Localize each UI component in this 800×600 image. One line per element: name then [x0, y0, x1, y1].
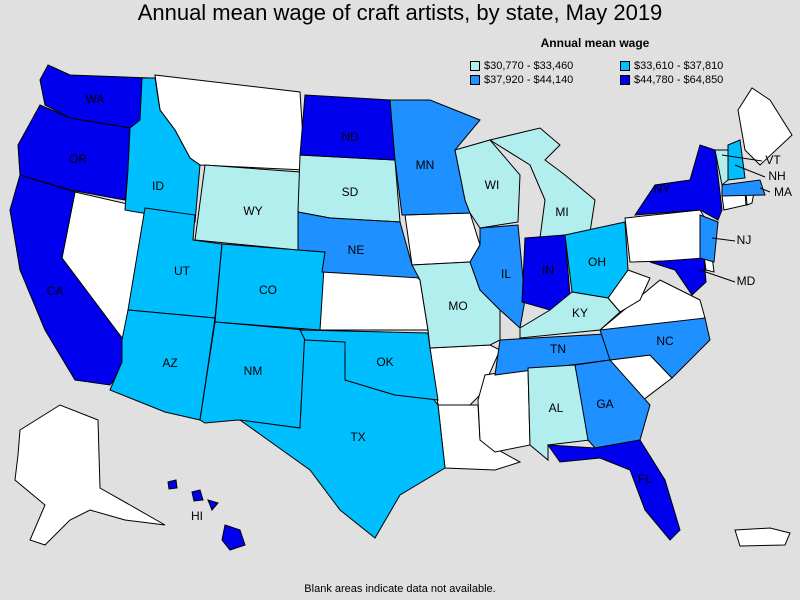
legend-swatch — [470, 61, 480, 71]
map-title: Annual mean wage of craft artists, by st… — [137, 0, 663, 25]
state-il — [469, 224, 526, 329]
state-label-mi: MI — [555, 205, 568, 219]
state-or — [17, 104, 131, 201]
state-label-ny: NY — [654, 182, 671, 196]
state-ny — [634, 144, 723, 221]
state-label-co: CO — [259, 283, 277, 297]
state-ky — [519, 291, 621, 339]
state-label-ky: KY — [572, 306, 588, 320]
legend-swatch — [620, 61, 630, 71]
legend-item: $33,610 - $37,810 — [620, 60, 770, 72]
state-label-az: AZ — [162, 356, 177, 370]
state-label-al: AL — [549, 401, 564, 415]
state-label-md: MD — [737, 274, 756, 288]
state-ca — [9, 174, 131, 386]
state-label-ut: UT — [174, 264, 191, 278]
state-ma — [721, 179, 766, 197]
legend: Annual mean wage $30,770 - $33,460 $33,6… — [470, 36, 723, 86]
state-ms — [477, 367, 531, 453]
state-label-vt: VT — [765, 153, 781, 167]
state-label-ok: OK — [376, 355, 393, 369]
state-label-tn: TN — [550, 342, 566, 356]
state-pa — [624, 209, 713, 263]
legend-item: $37,920 - $44,140 — [470, 74, 620, 86]
state-mi — [488, 127, 596, 239]
state-hi — [167, 479, 246, 551]
state-label-or: OR — [69, 152, 87, 166]
state-oh — [564, 221, 629, 299]
state-label-wa: WA — [86, 92, 105, 106]
state-ak — [14, 404, 166, 546]
state-label-nd: ND — [341, 130, 359, 144]
state-ks — [319, 269, 429, 331]
state-az — [109, 309, 216, 421]
state-me — [737, 87, 793, 166]
state-nd — [299, 94, 396, 161]
state-label-nc: NC — [656, 334, 674, 348]
legend-label: $44,780 - $64,850 — [634, 74, 724, 86]
legend-label: $37,920 - $44,140 — [484, 74, 574, 86]
state-label-tx: TX — [350, 430, 365, 444]
state-label-nh: NH — [768, 169, 785, 183]
state-label-wy: WY — [243, 204, 262, 218]
state-md — [649, 257, 707, 296]
state-label-fl: FL — [638, 472, 652, 486]
state-label-in: IN — [542, 263, 554, 277]
legend-swatch — [470, 75, 480, 85]
legend-label: $33,610 - $37,810 — [634, 60, 724, 72]
state-label-oh: OH — [588, 255, 606, 269]
state-label-ne: NE — [348, 243, 365, 257]
footnote: Blank areas indicate data not available. — [304, 583, 496, 595]
legend-item: $44,780 - $64,850 — [620, 74, 770, 86]
legend-label: $30,770 - $33,460 — [484, 60, 574, 72]
state-fl — [546, 439, 681, 541]
state-pr — [734, 527, 791, 547]
state-label-il: IL — [501, 267, 511, 281]
state-id — [124, 77, 201, 223]
state-label-nj: NJ — [737, 233, 752, 247]
state-label-mo: MO — [448, 299, 467, 313]
state-nh — [727, 139, 746, 181]
state-label-hi: HI — [191, 509, 203, 523]
state-label-sd: SD — [342, 185, 359, 199]
state-label-ma: MA — [774, 185, 792, 199]
state-nc — [599, 317, 711, 379]
legend-item: $30,770 - $33,460 — [470, 60, 620, 72]
state-wi — [454, 139, 521, 229]
state-label-mn: MN — [416, 158, 435, 172]
state-label-wi: WI — [485, 178, 500, 192]
state-label-ca: CA — [47, 284, 64, 298]
state-label-id: ID — [152, 179, 164, 193]
legend-title: Annual mean wage — [540, 36, 650, 50]
state-ia — [404, 212, 481, 266]
legend-swatch — [620, 75, 630, 85]
state-label-ga: GA — [596, 397, 613, 411]
state-nj — [699, 214, 719, 263]
state-label-nm: NM — [244, 364, 263, 378]
